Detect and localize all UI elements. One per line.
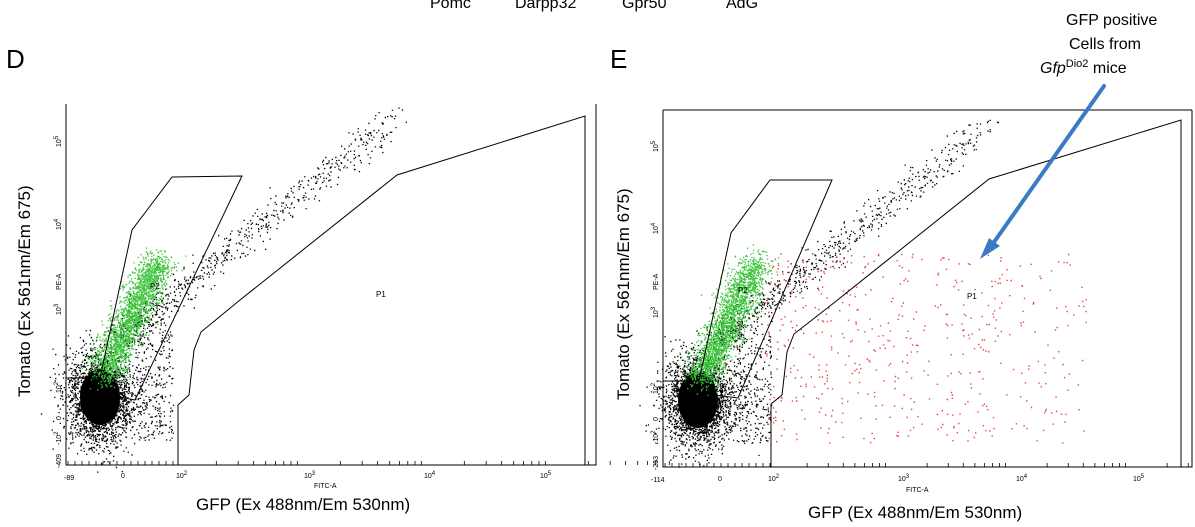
y-tick-label: 105 [54,135,63,147]
arrow-icon [980,84,1106,259]
y-tick-label: 102 [54,381,63,393]
x-minor-ticks-e [664,463,1189,467]
x-tick-label: 0 [718,476,722,483]
y-tick-label: 0 [56,416,63,420]
event-dots-e [639,119,1087,468]
gate-label-p2-e: P2 [738,286,748,295]
y-min-label-d: -409 [56,454,63,468]
gate-label-p2-d: P2 [150,282,160,291]
y-tick-label: 0 [653,417,660,421]
y-ticks-e: -102 0 102 103 104 105 PE-A -253 [651,140,660,470]
x-tick-label: 105 [1133,474,1145,483]
annotation-line-3: GfpDio2 mice [1040,58,1127,77]
y-axis-label-e: Tomato (Ex 561nm/Em 675) [614,188,633,400]
x-tick-label: 104 [1016,474,1028,483]
event-dots-d [40,107,408,473]
top-legend: Pomc Darpp32 Gpr50 AdG [430,0,758,12]
x-ticks-e: -114 0 102 103 104 105 FITC-A [651,474,1145,494]
y-ticks-d: -102 0 102 103 104 105 PE-A -409 [54,135,63,468]
annotation-line-1: GFP positive [1066,12,1157,29]
y-tick-label: 105 [651,140,660,152]
x-min-label-e: -114 [651,477,665,484]
y-tick-label: 104 [54,218,63,230]
annotation-line-2: Cells from [1069,36,1141,53]
event-dots [40,107,408,473]
gate-p2-d [66,175,243,401]
event-dots [639,119,999,468]
top-legend-item: Gpr50 [622,0,667,12]
y-axis-label-d: Tomato (Ex 561nm/Em 675) [15,185,34,397]
x-tick-label: 0 [121,473,125,480]
y-param-label-d: PE-A [56,273,63,290]
x-tick-label: 102 [176,471,188,480]
x-axis-label-d: GFP (Ex 488nm/Em 530nm) [196,495,410,514]
x-tick-label: 105 [540,471,552,480]
gate-label-p1-d: P1 [376,290,386,299]
y-min-label-e: -253 [653,456,660,470]
top-legend-item: AdG [726,0,758,12]
event-dots [81,247,187,391]
y-tick-label: 104 [651,222,660,234]
event-dots [677,244,780,396]
panel-letter-d: D [6,44,25,74]
annotation: GFP positive Cells from GfpDio2 mice [1040,12,1157,77]
gate-label-p1-e: P1 [967,292,977,301]
y-tick-label: 102 [651,382,660,394]
panel-d: D Tomato (Ex 561nm/Em 675) GFP (Ex 488nm… [6,44,670,514]
x-tick-label: 103 [898,474,910,483]
y-tick-label: 103 [651,306,660,318]
x-param-label-d: FITC-A [314,483,337,490]
plot-frame-d [65,104,597,466]
y-param-label-e: PE-A [653,273,660,290]
x-tick-label: 104 [424,471,436,480]
event-dots [766,253,1087,444]
gate-p2-e [663,179,833,399]
top-legend-item: Pomc [430,0,471,12]
x-minor-ticks-d [67,461,670,465]
y-tick-label: -102 [651,430,660,444]
gate-p1-d [177,115,586,465]
panel-letter-e: E [610,44,627,74]
x-min-label-d: -89 [64,475,74,482]
top-legend-item: Darpp32 [515,0,576,12]
x-tick-label: 102 [768,474,780,483]
panel-e: E Tomato (Ex 561nm/Em 675) GFP (Ex 488nm… [610,44,1193,522]
x-tick-label: 103 [304,471,316,480]
x-axis-label-e: GFP (Ex 488nm/Em 530nm) [808,503,1022,522]
y-tick-label: 103 [54,303,63,315]
x-ticks-d: -89 0 102 103 104 105 FITC-A [64,471,552,490]
y-tick-label: -102 [54,431,63,445]
x-param-label-e: FITC-A [906,487,929,494]
gate-p1-e [770,119,1182,467]
